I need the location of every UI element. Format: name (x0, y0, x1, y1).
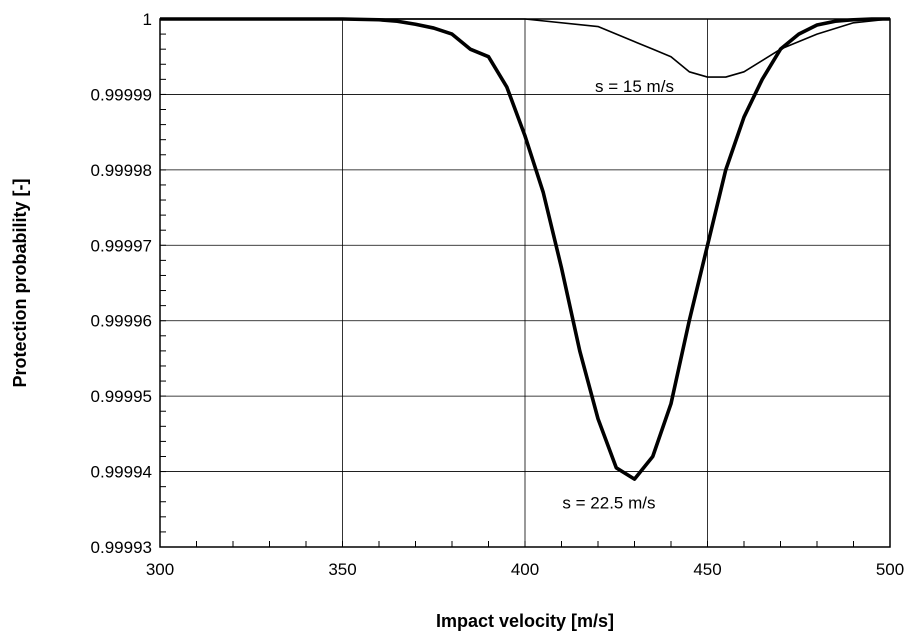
series-thin-line (160, 18, 891, 78)
y-tick-label: 0.99993 (91, 538, 152, 557)
grid (159, 18, 891, 548)
y-tick-labels: 0.99993 0.99994 0.99995 0.99996 0.99997 0.999… (91, 10, 152, 557)
x-tick-label: 500 (876, 560, 904, 579)
y-tick-label: 0.99995 (91, 387, 152, 406)
x-axis-title: Impact velocity [m/s] (436, 611, 614, 631)
x-tick-label: 300 (146, 560, 174, 579)
series-annotation: s = 15 m/s (595, 77, 674, 96)
series-annotation: s = 22.5 m/s (562, 494, 655, 513)
x-tick-label: 350 (328, 560, 356, 579)
y-axis-title: Protection probability [-] (10, 179, 30, 388)
series-thick-line (160, 17, 890, 481)
y-tick-label: 0.99996 (91, 312, 152, 331)
y-tick-label: 0.99999 (91, 85, 152, 104)
x-tick-label: 450 (693, 560, 721, 579)
y-tick-label: 0.99994 (91, 463, 152, 482)
annotation-layer: s = 15 m/s s = 22.5 m/s (562, 77, 674, 512)
y-tick-label: 0.99997 (91, 236, 152, 255)
y-tick-label: 0.99998 (91, 161, 152, 180)
y-tick-label: 1 (143, 10, 152, 29)
plot-frame (159, 18, 891, 548)
x-tick-label: 400 (511, 560, 539, 579)
series-layer (160, 17, 891, 481)
x-tick-labels: 300 350 400 450 500 (146, 560, 904, 579)
